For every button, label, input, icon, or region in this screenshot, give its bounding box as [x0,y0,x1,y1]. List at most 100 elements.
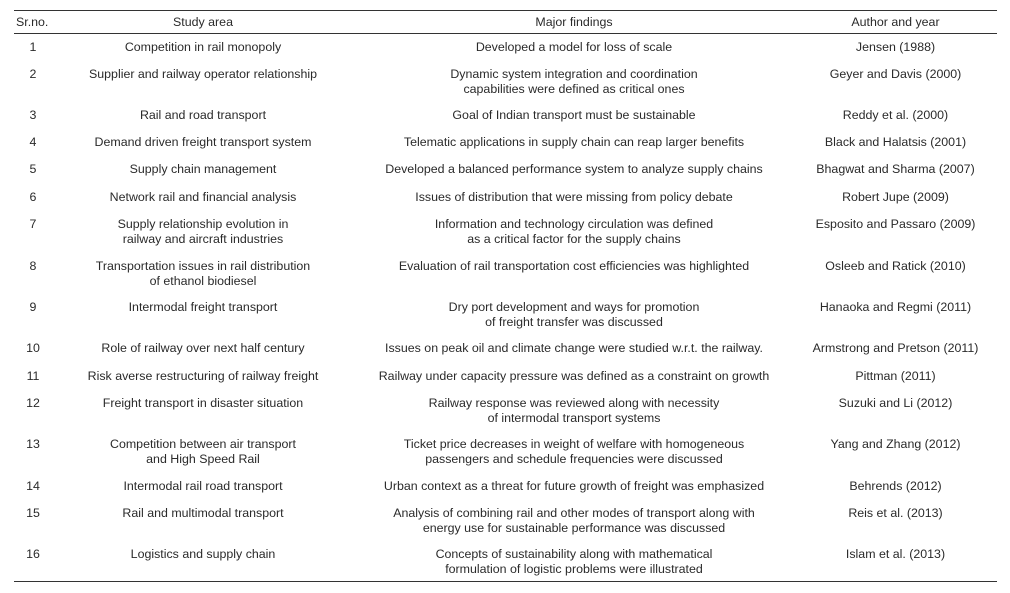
cell-study-area: Competition in rail monopoly [52,34,354,61]
finding-line: formulation of logistic problems were il… [445,562,703,576]
finding-line: capabilities were defined as critical on… [463,82,685,96]
cell-author-year: Behrends (2012) [849,478,942,493]
cell-major-findings: Urban context as a threat for future gro… [354,473,794,500]
cell-sr-no: 11 [26,368,40,383]
finding-line: Analysis of combining rail and other mod… [393,505,755,520]
cell-author-year: Suzuki and Li (2012) [838,395,953,410]
cell-author-year: Geyer and Davis (2000) [829,66,962,81]
table-header: Sr.no. Study area Major findings Author … [14,10,997,34]
table-row: 8 Transportation issues in rail distribut… [14,253,997,294]
cell-sr-no: 7 [29,216,37,231]
cell-sr-no: 10 [26,340,40,355]
cell-sr-no: 3 [29,107,37,122]
study-area-line: Supply relationship evolution in [117,216,289,231]
cell-study-area: Intermodal freight transport [52,294,354,335]
table-row: 15 Rail and multimodal transport Analysis … [14,500,997,541]
cell-author-year: Reddy et al. (2000) [842,107,949,122]
finding-line: Developed a balanced performance system … [385,161,763,176]
cell-study-area: Supply relationship evolution in railway … [52,211,354,253]
cell-major-findings: Telematic applications in supply chain c… [354,129,794,156]
study-area-line: Rail and multimodal transport [122,505,284,520]
study-area-line: Rail and road transport [139,107,267,122]
cell-study-area: Risk averse restructuring of railway fre… [52,363,354,390]
table-row: 11 Risk averse restructuring of railway f… [14,363,997,390]
cell-major-findings: Railway response was reviewed along with… [354,390,794,431]
cell-major-findings: Dynamic system integration and coordinat… [354,61,794,102]
finding-line: Issues on peak oil and climate change we… [385,340,763,355]
table-row: 5 Supply chain management Developed a bala… [14,156,997,184]
table-row: 9 Intermodal freight transport Dry port de… [14,294,997,335]
study-area-line: Freight transport in disaster situation [102,395,304,410]
finding-line: Railway response was reviewed along with… [428,395,720,410]
cell-study-area: Network rail and financial analysis [52,184,354,211]
cell-study-area: Transportation issues in rail distributi… [52,253,354,294]
cell-author-year: Yang and Zhang (2012) [830,436,961,451]
cell-sr-no: 2 [29,66,37,81]
study-area-line: Intermodal rail road transport [123,478,283,493]
cell-author-year: Osleeb and Ratick (2010) [825,258,966,273]
cell-author-year: Robert Jupe (2009) [842,189,949,204]
cell-major-findings: Goal of Indian transport must be sustain… [354,102,794,129]
study-area-line: Competition between air transport [110,436,296,451]
cell-major-findings: Analysis of combining rail and other mod… [354,500,794,541]
cell-author-year: Esposito and Passaro (2009) [815,216,976,231]
cell-major-findings: Developed a model for loss of scale [354,34,794,61]
cell-major-findings: Railway under capacity pressure was defi… [354,363,794,390]
finding-line: Urban context as a threat for future gro… [383,478,765,493]
finding-line: Telematic applications in supply chain c… [403,134,745,149]
table-row: 10 Role of railway over next half century… [14,335,997,363]
cell-study-area: Freight transport in disaster situation [52,390,354,431]
table-row: 16 Logistics and supply chain Concepts of … [14,541,997,582]
cell-sr-no: 9 [29,299,37,314]
finding-line: Developed a model for loss of scale [475,40,673,54]
table-row: 7 Supply relationship evolution in railway… [14,211,997,253]
table-row: 13 Competition between air transport and H… [14,431,997,473]
study-area-line: and High Speed Rail [146,452,260,466]
table-body: 1 Competition in rail monopoly Developed a… [14,34,997,582]
cell-major-findings: Issues of distribution that were missing… [354,184,794,211]
study-area-line: Supply chain management [129,161,277,176]
cell-author-year: Reis et al. (2013) [848,505,943,520]
header-row: Sr.no. Study area Major findings Author … [14,10,997,34]
cell-study-area: Intermodal rail road transport [52,473,354,500]
cell-author-year: Bhagwat and Sharma (2007) [816,161,975,176]
cell-study-area: Supply chain management [52,156,354,184]
cell-sr-no: 14 [26,478,40,493]
cell-study-area: Demand driven freight transport system [52,129,354,156]
table-row: 4 Demand driven freight transport system T… [14,129,997,156]
cell-major-findings: Issues on peak oil and climate change we… [354,335,794,363]
cell-major-findings: Information and technology circulation w… [354,211,794,253]
finding-line: Dynamic system integration and coordinat… [450,66,698,81]
study-area-line: Competition in rail monopoly [124,40,282,54]
table-row: 3 Rail and road transport Goal of Indian t… [14,102,997,129]
finding-line: Information and technology circulation w… [434,216,714,231]
study-area-line: railway and aircraft industries [122,232,284,246]
finding-line: of freight transfer was discussed [485,315,663,329]
cell-author-year: Hanaoka and Regmi (2011) [819,299,972,314]
table-row: 12 Freight transport in disaster situatio… [14,390,997,431]
finding-line: Evaluation of rail transportation cost e… [398,258,750,273]
cell-author-year: Islam et al. (2013) [845,546,946,561]
finding-line: Ticket price decreases in weight of welf… [403,436,745,451]
literature-review-table: Sr.no. Study area Major findings Author … [14,10,997,582]
cell-major-findings: Ticket price decreases in weight of welf… [354,431,794,473]
cell-major-findings: Evaluation of rail transportation cost e… [354,253,794,294]
header-sr-no: Sr.no. [16,15,49,29]
header-author-year: Author and year [851,15,940,29]
cell-sr-no: 13 [26,436,40,451]
cell-sr-no: 12 [26,395,40,410]
cell-study-area: Role of railway over next half century [52,335,354,363]
study-area-line: Transportation issues in rail distributi… [95,258,311,273]
cell-sr-no: 6 [29,189,37,204]
study-area-line: of ethanol biodiesel [149,274,257,288]
finding-line: as a critical factor for the supply chai… [467,232,681,246]
finding-line: of intermodal transport systems [487,411,661,425]
study-area-line: Supplier and railway operator relationsh… [89,66,317,81]
cell-major-findings: Concepts of sustainability along with ma… [354,541,794,582]
cell-sr-no: 16 [26,546,40,561]
cell-study-area: Rail and road transport [52,102,354,129]
study-area-line: Demand driven freight transport system [94,134,312,149]
study-area-line: Role of railway over next half century [101,340,305,355]
header-study-area: Study area [173,15,233,29]
study-area-line: Intermodal freight transport [128,299,278,314]
